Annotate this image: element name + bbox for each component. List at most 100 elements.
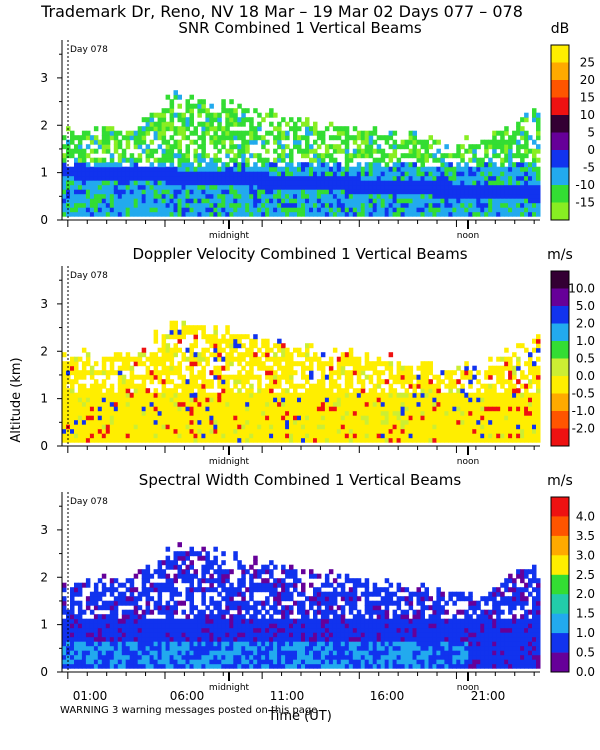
echo-cell: [237, 175, 242, 181]
echo-cell: [101, 641, 107, 647]
echo-cell: [289, 198, 294, 204]
echo-cell: [241, 139, 246, 145]
echo-cell: [412, 374, 417, 380]
echo-cell: [97, 162, 103, 168]
echo-cell: [189, 546, 194, 552]
echo-cell: [145, 433, 151, 439]
echo-cell: [245, 361, 250, 367]
echo-cell: [277, 410, 282, 416]
echo-cell: [504, 388, 509, 394]
echo-cell: [289, 428, 294, 434]
echo-cell: [101, 171, 107, 177]
echo-cell: [70, 415, 75, 421]
echo-cell: [528, 397, 533, 403]
echo-cell: [436, 379, 441, 385]
echo-cell: [472, 148, 477, 154]
echo-cell: [117, 157, 123, 163]
echo-cell: [328, 424, 334, 430]
echo-cell: [101, 166, 107, 172]
echo-cell: [217, 428, 222, 434]
echo-cell: [153, 424, 159, 430]
echo-cell: [173, 406, 178, 412]
echo-cell: [157, 157, 163, 163]
echo-cell: [177, 126, 182, 132]
echo-cell: [153, 121, 159, 127]
echo-cell: [440, 419, 445, 425]
echo-cell: [137, 392, 143, 398]
echo-cell: [153, 618, 159, 624]
echo-cell: [233, 401, 238, 407]
echo-cell: [113, 428, 119, 434]
echo-cell: [125, 650, 131, 656]
echo-cell: [141, 126, 147, 132]
echo-cell: [516, 365, 521, 371]
echo-cell: [137, 144, 143, 150]
echo-cell: [396, 397, 402, 403]
echo-cell: [237, 207, 242, 213]
echo-cell: [261, 207, 266, 213]
echo-cell: [213, 112, 218, 118]
echo-cell: [109, 189, 115, 195]
echo-cell: [524, 388, 529, 394]
echo-cell: [440, 189, 445, 195]
echo-cell: [277, 338, 282, 344]
echo-cell: [161, 641, 167, 647]
echo-cell: [253, 352, 258, 358]
echo-cell: [484, 180, 489, 186]
echo-cell: [209, 419, 214, 425]
echo-cell: [177, 180, 182, 186]
echo-cell: [66, 641, 71, 647]
echo-cell: [189, 193, 194, 199]
echo-cell: [117, 180, 123, 186]
echo-cell: [133, 659, 139, 665]
echo-cell: [201, 645, 206, 651]
echo-cell: [328, 157, 334, 163]
echo-cell: [97, 370, 103, 376]
echo-cell: [89, 650, 95, 656]
echo-cell: [309, 171, 314, 177]
echo-cell: [157, 641, 163, 647]
echo-cell: [376, 189, 382, 195]
echo-cell: [185, 325, 190, 331]
echo-cell: [209, 135, 214, 141]
echo-cell: [456, 171, 461, 177]
echo-cell: [97, 410, 103, 416]
echo-cell: [281, 437, 286, 443]
echo-cell: [93, 135, 99, 141]
echo-cell: [524, 130, 529, 136]
echo-cell: [336, 406, 342, 412]
echo-cell: [241, 207, 246, 213]
echo-cell: [468, 193, 473, 199]
echo-cell: [201, 103, 206, 109]
echo-cell: [352, 180, 358, 186]
echo-cell: [468, 148, 473, 154]
echo-cell: [281, 419, 286, 425]
echo-cell: [448, 207, 453, 213]
echo-cell: [89, 383, 95, 389]
echo-cell: [233, 433, 238, 439]
echo-cell: [352, 171, 358, 177]
echo-cell: [74, 207, 79, 213]
echo-cell: [460, 397, 465, 403]
echo-cell: [380, 202, 386, 208]
echo-cell: [524, 189, 529, 195]
echo-cell: [85, 433, 91, 439]
echo-cell: [376, 415, 382, 421]
echo-cell: [133, 614, 139, 620]
echo-cell: [145, 437, 151, 443]
echo-cell: [293, 428, 298, 434]
echo-cell: [472, 211, 477, 217]
echo-cell: [364, 428, 370, 434]
echo-cell: [89, 184, 95, 190]
echo-cell: [516, 171, 521, 177]
echo-cell: [173, 600, 178, 606]
echo-cell: [384, 415, 390, 421]
echo-cell: [205, 654, 210, 660]
echo-cell: [89, 157, 95, 163]
echo-cell: [464, 211, 469, 217]
echo-cell: [372, 419, 378, 425]
echo-cell: [265, 130, 270, 136]
echo-cell: [313, 352, 318, 358]
echo-cell: [257, 365, 262, 371]
echo-cell: [133, 424, 139, 430]
